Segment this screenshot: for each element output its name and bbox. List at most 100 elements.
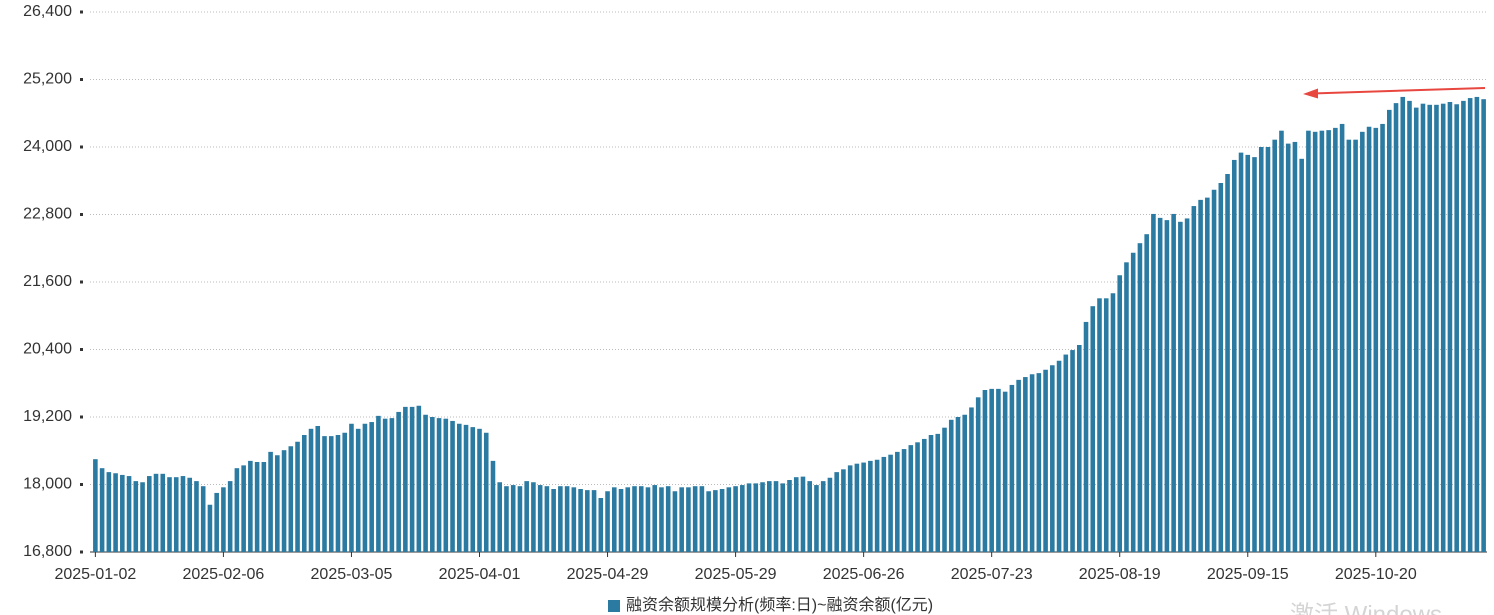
bar: [605, 491, 610, 552]
bar: [537, 485, 543, 552]
y-tick-label: 24,000: [23, 138, 72, 155]
bar: [611, 487, 617, 552]
y-tick-mark: [80, 213, 83, 216]
legend-swatch: [608, 600, 620, 612]
bar: [901, 449, 907, 552]
annotation-arrowhead: [1303, 88, 1318, 99]
bar: [1258, 147, 1264, 552]
bar: [591, 490, 597, 552]
bar: [254, 462, 260, 552]
bar: [1076, 345, 1082, 552]
bar: [1427, 104, 1433, 552]
bar: [524, 481, 529, 552]
x-tick-label: 2025-01-02: [54, 566, 136, 583]
x-tick-label: 2025-02-06: [182, 566, 264, 583]
bar: [301, 435, 307, 552]
watermark: 激活 Windows: [1290, 601, 1442, 615]
bar: [713, 490, 718, 552]
bar: [942, 427, 947, 552]
bar: [1474, 96, 1480, 552]
bar: [746, 483, 752, 552]
bar: [780, 483, 786, 552]
bar: [369, 422, 374, 552]
bar: [733, 486, 738, 552]
bar: [160, 473, 166, 552]
bar: [948, 419, 954, 552]
bar: [93, 459, 98, 552]
bar: [396, 411, 401, 552]
bar: [531, 482, 536, 552]
bar: [1157, 217, 1163, 552]
bar: [571, 487, 577, 552]
bar: [504, 486, 509, 552]
bar: [234, 468, 240, 552]
bar: [1124, 262, 1129, 552]
bar: [517, 486, 523, 552]
bar: [1252, 157, 1257, 552]
bar: [996, 388, 1001, 552]
bar: [861, 462, 866, 552]
bar: [1198, 199, 1203, 552]
bar: [1144, 234, 1149, 552]
bar: [1117, 275, 1123, 552]
bar: [638, 486, 644, 552]
bar: [915, 442, 920, 552]
bar: [1312, 131, 1318, 552]
bar: [1306, 130, 1311, 552]
bar: [921, 438, 927, 552]
bar: [133, 481, 139, 552]
bar: [1434, 104, 1439, 552]
y-tick-mark: [80, 78, 83, 81]
bar: [1050, 365, 1055, 552]
bar: [248, 460, 253, 552]
bar: [1299, 158, 1304, 552]
bar: [1191, 206, 1197, 552]
bar: [679, 487, 684, 552]
bar: [793, 477, 799, 552]
bar: [814, 485, 819, 552]
bar: [1211, 189, 1217, 552]
bar: [1103, 298, 1109, 552]
bar: [322, 436, 327, 552]
bar: [618, 489, 624, 552]
bar: [645, 487, 651, 552]
bar: [423, 414, 428, 552]
bar: [1164, 220, 1170, 552]
bar: [207, 504, 213, 552]
bar: [268, 451, 273, 552]
bar: [874, 459, 880, 552]
bar: [551, 489, 556, 552]
y-tick-label: 20,400: [23, 341, 72, 358]
bar: [1481, 99, 1486, 552]
y-tick-label: 21,600: [23, 273, 72, 290]
bar: [483, 432, 489, 552]
bar: [187, 477, 193, 552]
bar: [382, 418, 388, 552]
bar: [450, 420, 455, 552]
bar: [868, 460, 873, 552]
bar: [773, 481, 779, 552]
bar: [510, 485, 516, 552]
bar: [1285, 143, 1291, 552]
bar: [558, 486, 563, 552]
bar: [982, 390, 988, 552]
bar: [578, 489, 583, 552]
bar: [827, 477, 833, 552]
bar: [1002, 391, 1008, 552]
bar: [275, 455, 280, 552]
bar: [477, 428, 482, 552]
y-tick-label: 19,200: [23, 408, 72, 425]
bar: [1137, 243, 1143, 552]
bar: [1023, 377, 1028, 552]
y-tick-label: 16,800: [23, 543, 72, 560]
bar: [194, 481, 199, 552]
bar: [1272, 139, 1278, 552]
bar: [1056, 360, 1062, 552]
bar: [659, 487, 664, 552]
bar: [1070, 350, 1075, 552]
bar: [1130, 252, 1136, 552]
bar: [1083, 321, 1089, 552]
bar: [1279, 130, 1284, 552]
bar: [403, 406, 408, 552]
